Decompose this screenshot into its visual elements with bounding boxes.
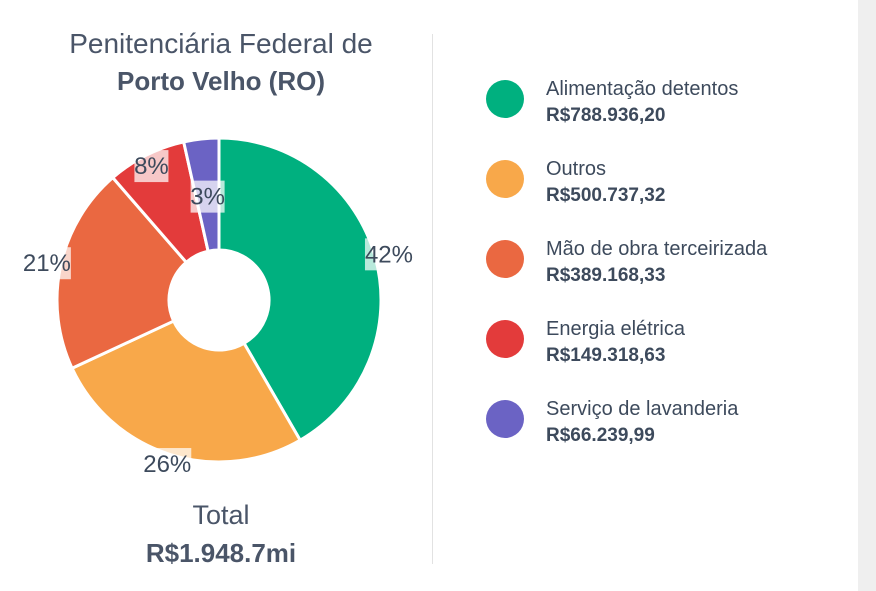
legend: Alimentação detentos R$788.936,20 Outros R$…	[486, 78, 826, 478]
pct-label-energia-eletrica: 8%	[134, 150, 169, 183]
legend-label: Mão de obra terceirizada	[546, 238, 768, 260]
legend-label: Serviço de lavanderia	[546, 398, 739, 420]
svg-text:3%: 3%	[190, 184, 225, 211]
legend-swatch	[486, 400, 524, 438]
pct-label-alimentacao-detentos: 42%	[365, 238, 413, 271]
legend-value: R$788.936,20	[546, 105, 666, 126]
svg-text:26%: 26%	[143, 451, 191, 478]
legend-item-outros: Outros R$500.737,32	[486, 158, 826, 238]
chart-card: Penitenciária Federal de Porto Velho (RO…	[0, 0, 858, 591]
legend-item-mao-de-obra-terceirizada: Mão de obra terceirizada R$389.168,33	[486, 238, 826, 318]
legend-value: R$389.168,33	[546, 265, 666, 286]
svg-text:42%: 42%	[365, 241, 413, 268]
chart-title: Penitenciária Federal de	[69, 28, 373, 59]
svg-text:21%: 21%	[23, 250, 71, 277]
pct-label-servico-de-lavanderia: 3%	[190, 180, 225, 213]
donut-chart: 42% 26% 21% 8% 3%	[23, 136, 413, 481]
legend-swatch	[486, 80, 524, 118]
legend-swatch	[486, 320, 524, 358]
legend-swatch	[486, 160, 524, 198]
slice-outros	[70, 319, 303, 464]
legend-label: Alimentação detentos	[546, 78, 739, 100]
pct-label-outros: 26%	[143, 448, 191, 481]
legend-label: Outros	[546, 158, 607, 180]
legend-value: R$149.318,63	[546, 345, 666, 366]
slice-alimentacao-detentos	[217, 136, 383, 443]
total-label: Total	[192, 500, 250, 530]
legend-value: R$66.239,99	[546, 425, 655, 446]
svg-text:8%: 8%	[134, 153, 169, 180]
legend-value: R$500.737,32	[546, 185, 666, 206]
legend-swatch	[486, 240, 524, 278]
legend-item-alimentacao-detentos: Alimentação detentos R$788.936,20	[486, 78, 826, 158]
chart-subtitle: Porto Velho (RO)	[117, 66, 325, 96]
legend-item-energia-eletrica: Energia elétrica R$149.318,63	[486, 318, 826, 398]
total-value: R$1.948.7mi	[145, 538, 297, 568]
divider	[432, 34, 433, 564]
legend-label: Energia elétrica	[546, 318, 685, 340]
pct-label-mao-de-obra-terceirizada: 21%	[23, 247, 71, 280]
legend-item-servico-de-lavanderia: Serviço de lavanderia R$66.239,99	[486, 398, 826, 478]
